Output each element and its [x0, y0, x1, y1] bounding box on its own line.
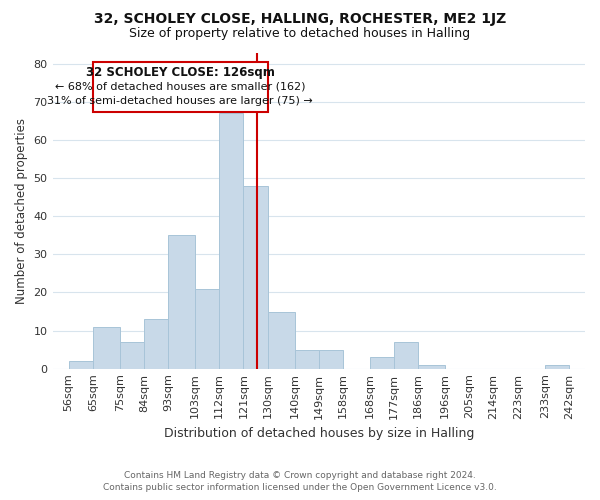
Text: ← 68% of detached houses are smaller (162): ← 68% of detached houses are smaller (16…: [55, 82, 305, 92]
X-axis label: Distribution of detached houses by size in Halling: Distribution of detached houses by size …: [164, 427, 474, 440]
FancyBboxPatch shape: [93, 62, 268, 112]
Bar: [370, 358, 394, 368]
Bar: [219, 114, 244, 368]
Bar: [394, 342, 418, 368]
Bar: [168, 236, 195, 368]
Bar: [93, 327, 120, 368]
Bar: [195, 288, 219, 368]
Bar: [418, 365, 445, 368]
Bar: [244, 186, 268, 368]
Bar: [319, 350, 343, 368]
Bar: [120, 342, 144, 368]
Bar: [144, 319, 168, 368]
Bar: [545, 365, 569, 368]
Text: Size of property relative to detached houses in Halling: Size of property relative to detached ho…: [130, 28, 470, 40]
Text: 32, SCHOLEY CLOSE, HALLING, ROCHESTER, ME2 1JZ: 32, SCHOLEY CLOSE, HALLING, ROCHESTER, M…: [94, 12, 506, 26]
Bar: [295, 350, 319, 368]
Bar: [268, 312, 295, 368]
Text: Contains HM Land Registry data © Crown copyright and database right 2024.
Contai: Contains HM Land Registry data © Crown c…: [103, 471, 497, 492]
Bar: [68, 361, 93, 368]
Text: 31% of semi-detached houses are larger (75) →: 31% of semi-detached houses are larger (…: [47, 96, 313, 106]
Y-axis label: Number of detached properties: Number of detached properties: [15, 118, 28, 304]
Text: 32 SCHOLEY CLOSE: 126sqm: 32 SCHOLEY CLOSE: 126sqm: [86, 66, 275, 80]
